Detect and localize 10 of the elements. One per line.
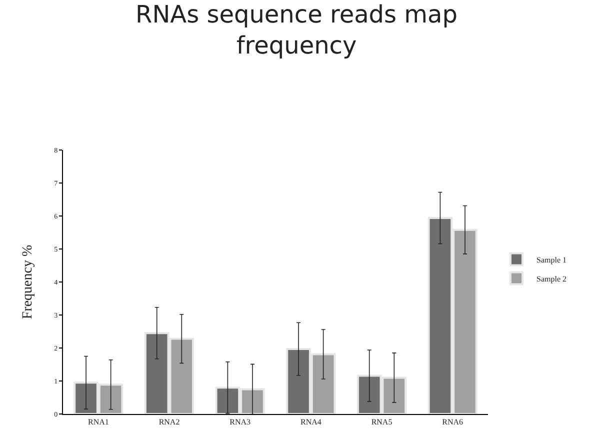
x-tick-label: RNA3 (230, 418, 251, 427)
legend-label: Sample 2 (536, 274, 566, 284)
x-tick-label: RNA6 (442, 418, 464, 427)
x-tick-label: RNA2 (158, 418, 180, 427)
y-axis-title: Frequency % (20, 244, 36, 320)
legend-label: Sample 1 (536, 255, 566, 264)
x-tick-label: RNA4 (300, 418, 322, 427)
x-tick-label: RNA5 (371, 418, 392, 427)
x-tick-label: RNA1 (88, 418, 109, 427)
chart-title: RNAs sequence reads map frequency (136, 0, 458, 60)
